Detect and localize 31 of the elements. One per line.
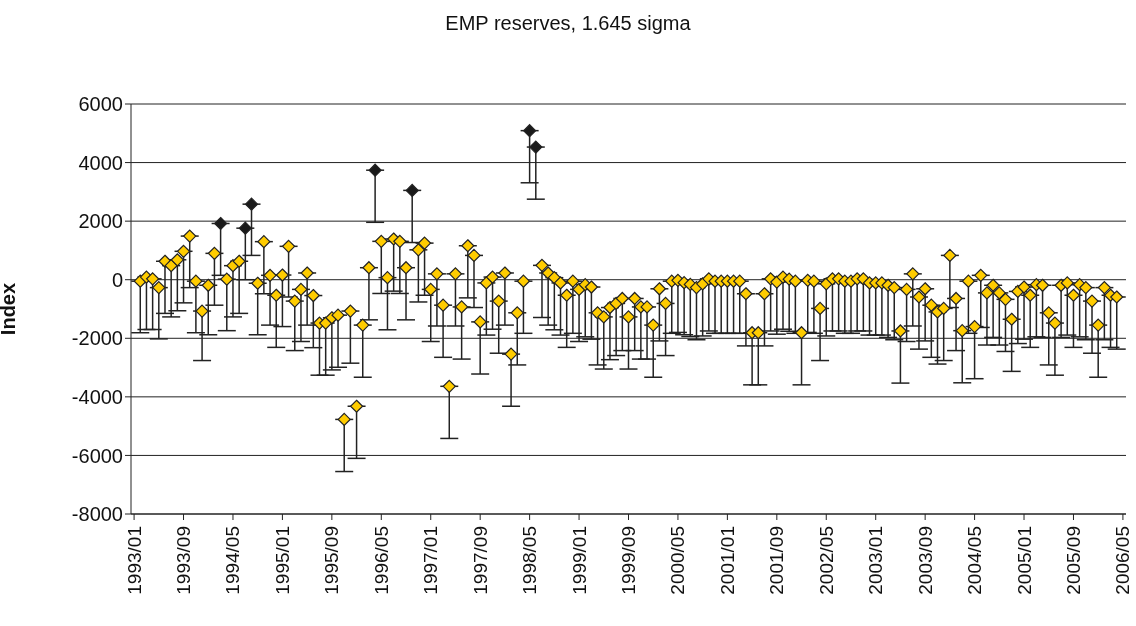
y-tick-label: -6000 <box>71 444 123 467</box>
y-tick-label: -8000 <box>71 503 123 526</box>
x-tick-label: 1993/01 <box>123 526 145 595</box>
x-tick-label: 1993/09 <box>173 526 195 595</box>
x-tick-label: 2002/05 <box>815 526 837 595</box>
y-tick-label: -2000 <box>71 327 123 350</box>
x-tick-label: 2001/09 <box>766 526 788 595</box>
x-tick-label: 1995/09 <box>321 526 343 595</box>
x-tick-label: 2006/05 <box>1112 526 1134 595</box>
y-tick-label: 4000 <box>78 151 123 174</box>
x-tick-label: 2001/01 <box>716 526 738 595</box>
x-tick-label: 1994/05 <box>222 526 244 595</box>
y-tick-label: 6000 <box>78 93 123 116</box>
x-tick-label: 2000/05 <box>667 526 689 595</box>
y-tick-label: 0 <box>111 268 123 291</box>
x-tick-label: 1996/05 <box>370 526 392 595</box>
x-tick-label: 2003/09 <box>914 526 936 595</box>
x-tick-label: 2004/05 <box>964 526 986 595</box>
x-tick-label: 2003/01 <box>865 526 887 595</box>
y-tick-label: 2000 <box>78 210 123 233</box>
x-tick-label: 1995/01 <box>271 526 293 595</box>
x-tick-label: 1998/05 <box>519 526 541 595</box>
x-tick-label: 1999/01 <box>568 526 590 595</box>
x-tick-label: 2005/01 <box>1013 526 1035 595</box>
x-tick-label: 1999/09 <box>618 526 639 595</box>
y-axis-title: Index <box>0 282 20 336</box>
y-tick-label: -4000 <box>71 385 123 408</box>
x-tick-label: 2005/09 <box>1062 526 1084 595</box>
chart-title: EMP reserves, 1.645 sigma <box>444 12 692 35</box>
x-tick-label: 1997/01 <box>420 526 442 595</box>
x-tick-label: 1997/09 <box>469 526 491 595</box>
